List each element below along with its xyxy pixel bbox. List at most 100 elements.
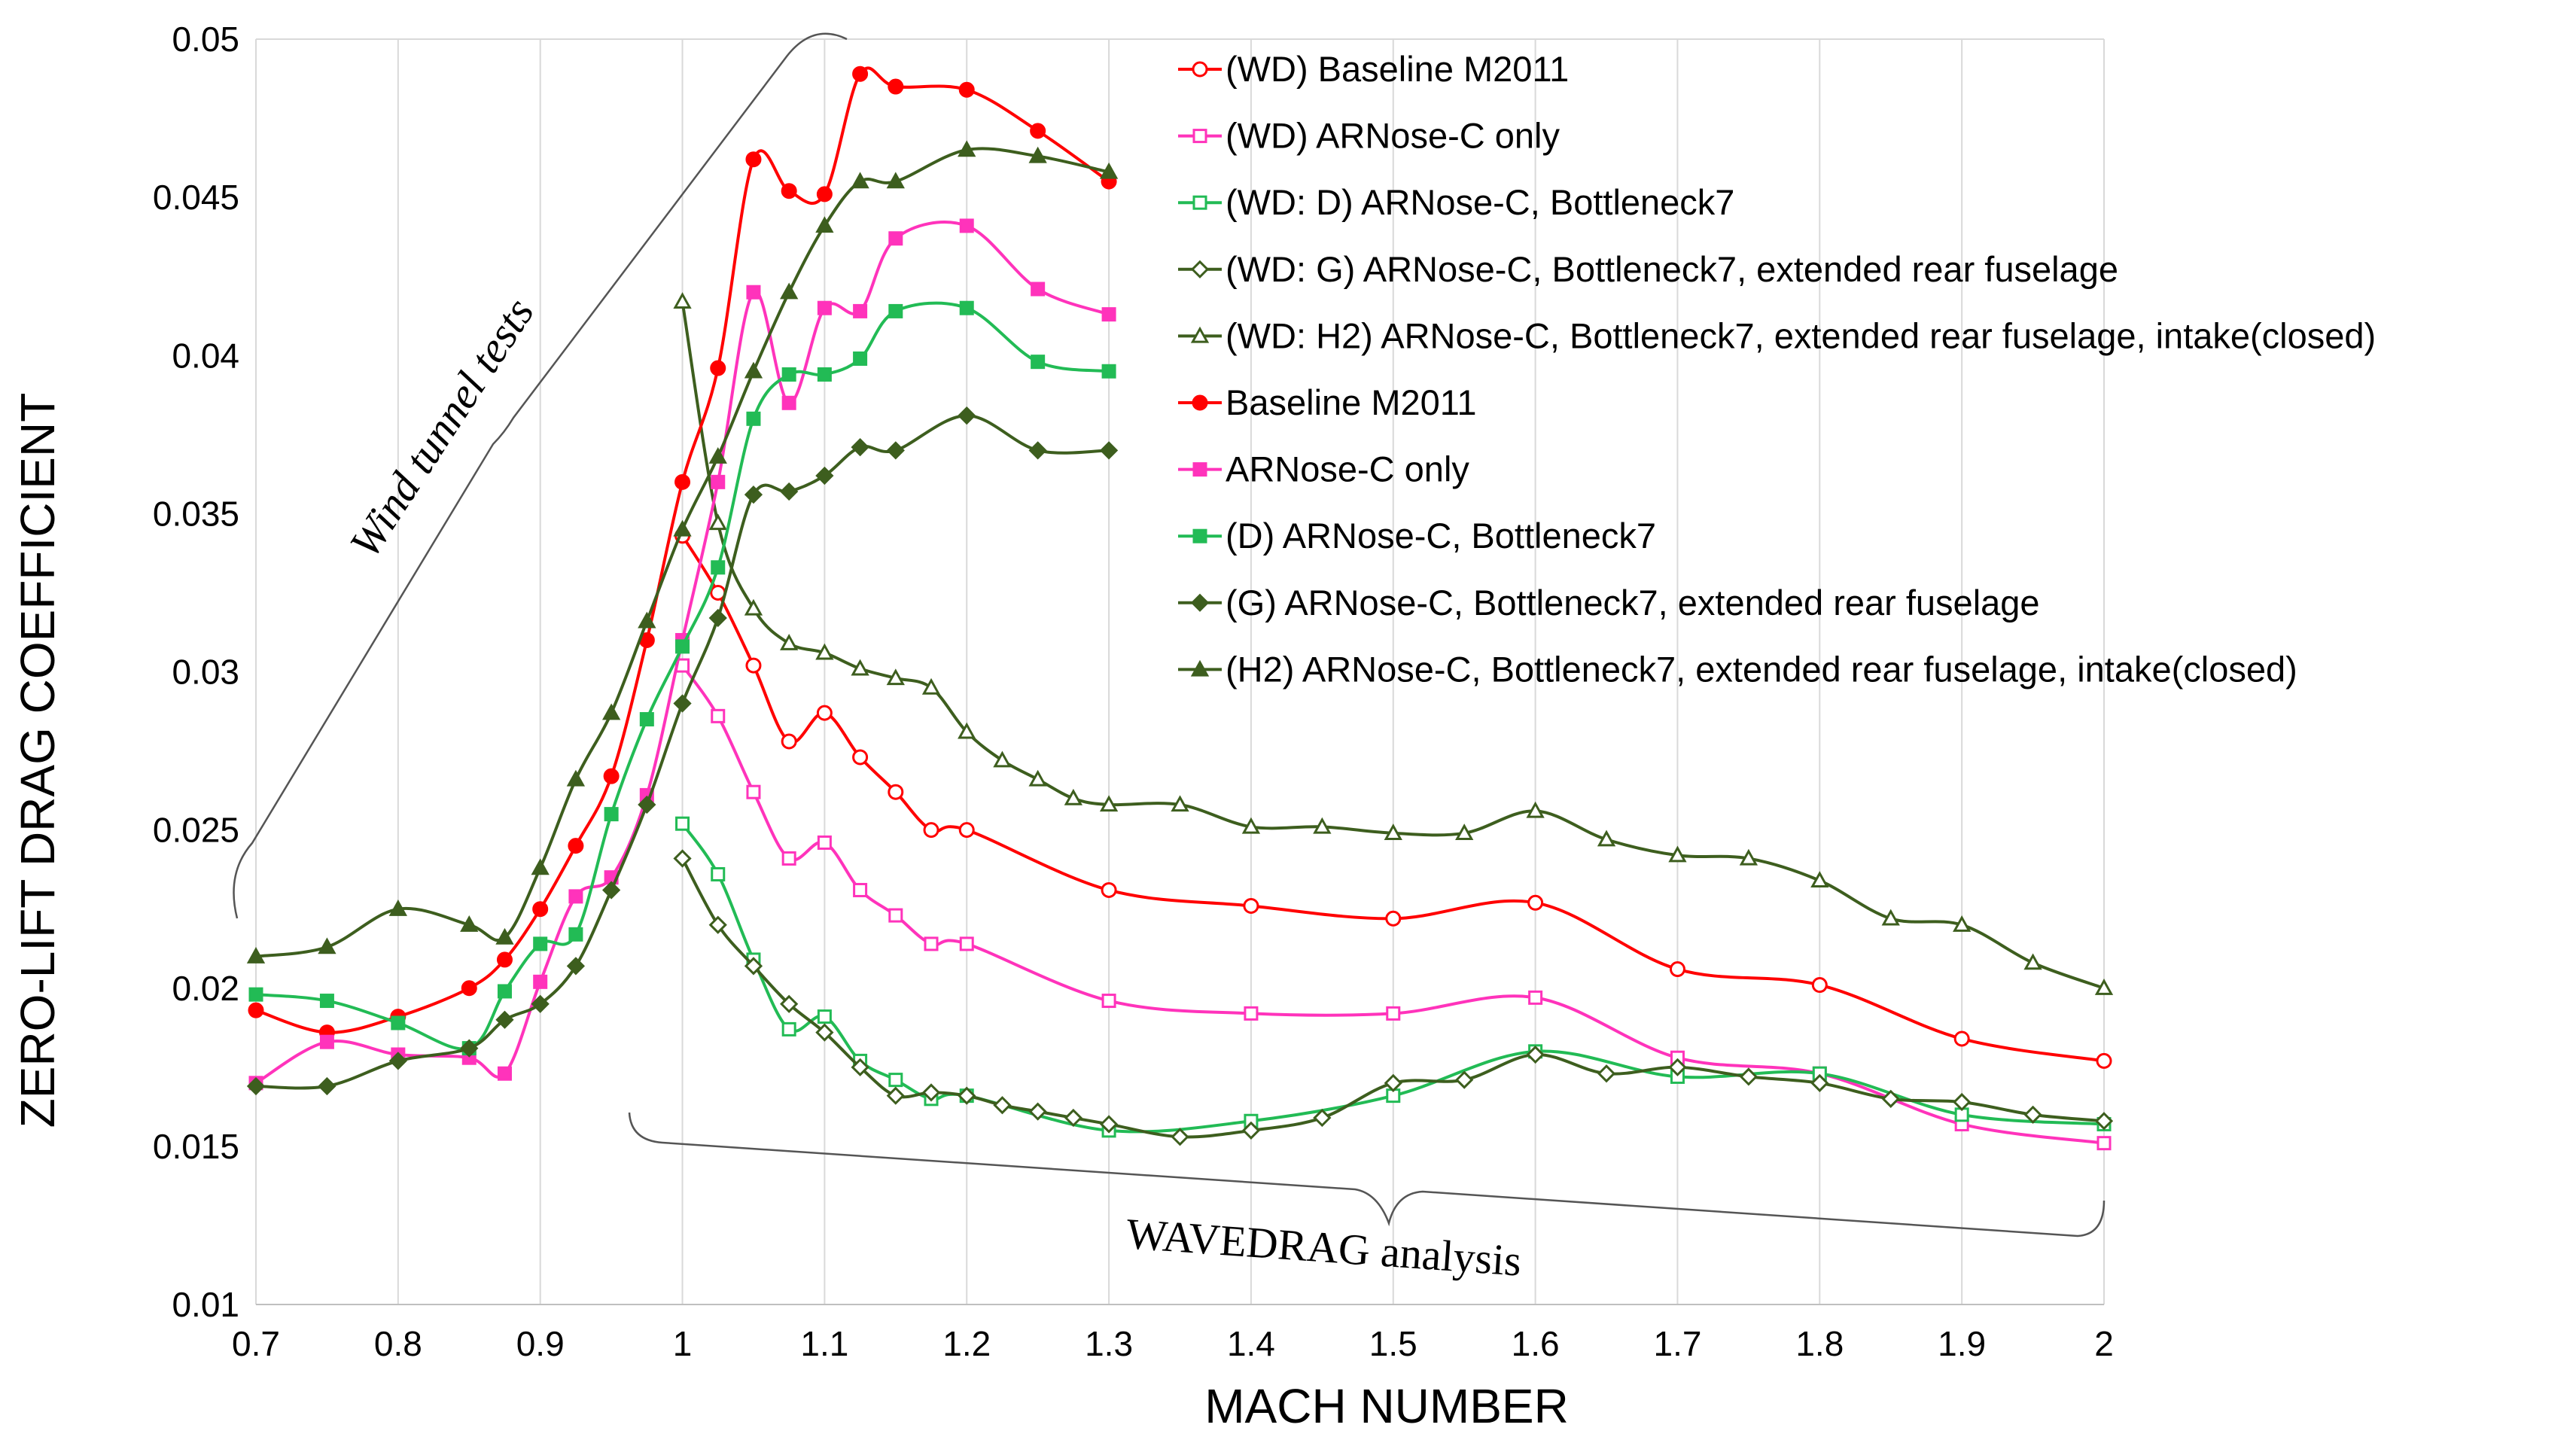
data-point <box>1597 830 1616 847</box>
data-point <box>958 1086 976 1105</box>
data-point <box>246 947 266 963</box>
legend-label: (G) ARNose-C, Bottleneck7, extended rear… <box>1226 583 2040 623</box>
data-point <box>319 994 334 1009</box>
data-point <box>1030 123 1046 139</box>
x-axis-title: MACH NUMBER <box>1204 1379 1569 1433</box>
data-point <box>601 881 621 900</box>
data-point <box>1669 961 1685 978</box>
legend-label: (D) ARNose-C, Bottleneck7 <box>1226 516 1656 556</box>
data-point <box>1527 894 1544 911</box>
data-point <box>815 216 834 233</box>
legend-item: (WD) ARNose-C only <box>1178 116 1560 156</box>
data-point <box>1385 910 1402 927</box>
data-point <box>993 750 1012 768</box>
data-point <box>601 703 621 720</box>
data-point <box>1526 1045 1545 1064</box>
data-point <box>708 513 727 531</box>
data-point <box>1171 1128 1189 1146</box>
data-point <box>568 889 583 904</box>
x-tick-label: 1 <box>673 1324 693 1363</box>
data-point <box>958 822 975 839</box>
x-tick-label: 2 <box>2094 1324 2114 1363</box>
legend-swatch-marker <box>1192 195 1207 210</box>
x-tick-label: 1.2 <box>942 1324 991 1363</box>
data-point <box>1528 990 1543 1005</box>
data-point <box>1313 1108 1332 1128</box>
y-tick-label: 0.03 <box>172 653 239 692</box>
data-point <box>533 936 548 951</box>
legend-label: (WD) Baseline M2011 <box>1226 49 1569 89</box>
data-point <box>673 519 692 537</box>
data-point <box>531 994 550 1013</box>
data-point <box>1668 845 1687 863</box>
data-point <box>851 659 869 676</box>
data-point <box>816 705 833 721</box>
data-point <box>1810 1073 1829 1092</box>
data-point <box>816 186 833 202</box>
data-point <box>852 65 869 82</box>
data-point <box>2023 953 2042 970</box>
data-point <box>673 849 692 868</box>
data-point <box>853 303 868 318</box>
data-point <box>817 835 832 850</box>
data-point <box>675 816 690 831</box>
y-tick-label: 0.05 <box>172 20 239 59</box>
data-point <box>923 822 939 839</box>
legend-label: ARNose-C only <box>1226 449 1469 489</box>
data-point <box>246 1076 266 1096</box>
data-point <box>781 733 797 750</box>
data-point <box>531 858 550 875</box>
legend-swatch-marker <box>1192 61 1208 78</box>
series-group <box>246 406 1119 1096</box>
data-point <box>888 908 903 923</box>
data-point <box>1031 355 1046 370</box>
data-point <box>568 927 583 942</box>
data-point <box>815 466 834 486</box>
data-point <box>1455 823 1474 841</box>
legend-label: (WD: G) ARNose-C, Bottleneck7, extended … <box>1226 249 2118 289</box>
legend: (WD) Baseline M2011 (WD) ARNose-C only (WD… <box>1178 49 2376 689</box>
data-point <box>1101 881 1117 898</box>
legend-label: Baseline M2011 <box>1226 382 1477 422</box>
legend-swatch-marker <box>1192 129 1207 144</box>
data-point <box>1171 795 1189 812</box>
data-point <box>604 807 619 822</box>
data-point <box>388 1052 407 1070</box>
data-point <box>851 172 869 189</box>
data-point <box>710 360 726 376</box>
legend-item: (D) ARNose-C, Bottleneck7 <box>1178 516 1656 556</box>
data-point <box>675 639 690 654</box>
legend-swatch-marker <box>1192 394 1208 411</box>
data-point <box>708 447 727 464</box>
data-point <box>1031 282 1046 297</box>
data-point <box>248 987 263 1002</box>
data-point <box>391 1015 406 1030</box>
data-point <box>319 1034 334 1049</box>
data-point <box>744 361 763 379</box>
data-point <box>1881 1089 1900 1108</box>
data-point <box>817 300 832 315</box>
data-point <box>1101 307 1116 322</box>
data-point <box>461 980 477 997</box>
data-point <box>1739 1067 1758 1086</box>
x-tick-label: 1.9 <box>1938 1324 1986 1363</box>
data-point <box>1953 1030 1970 1047</box>
data-point <box>566 957 586 976</box>
y-tick-label: 0.01 <box>172 1285 239 1324</box>
data-point <box>780 282 799 300</box>
data-point <box>1384 1073 1402 1092</box>
data-point <box>886 441 905 460</box>
data-point <box>817 367 832 382</box>
data-point <box>886 1086 905 1105</box>
data-point <box>2096 1052 2112 1069</box>
data-point <box>1597 1064 1616 1083</box>
wavedrag-brace <box>628 1112 2106 1237</box>
data-point <box>780 482 799 501</box>
data-point <box>708 608 727 628</box>
data-point <box>817 1009 832 1024</box>
data-point <box>888 1073 903 1088</box>
data-point <box>1241 817 1261 834</box>
data-point <box>780 633 799 650</box>
data-point <box>853 882 868 897</box>
data-point <box>1739 848 1758 866</box>
